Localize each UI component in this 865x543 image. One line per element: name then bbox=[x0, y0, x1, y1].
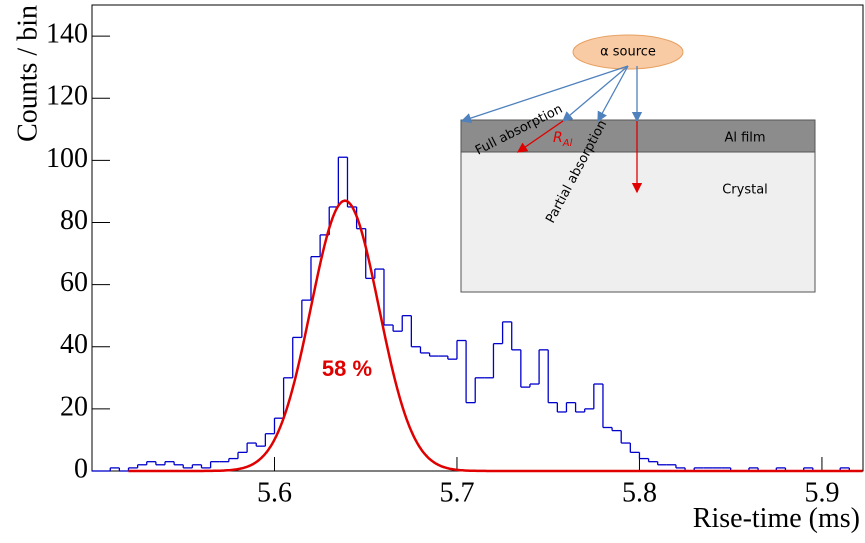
range-label: RAl bbox=[553, 130, 573, 149]
x-tick-label: 5.7 bbox=[439, 477, 474, 508]
y-tick-label: 100 bbox=[46, 143, 88, 174]
range-subscript: Al bbox=[562, 138, 573, 149]
crystal-label: Crystal bbox=[722, 183, 768, 198]
y-tick-label: 140 bbox=[46, 18, 88, 49]
x-tick-label: 5.6 bbox=[257, 477, 292, 508]
crystal-block bbox=[460, 151, 816, 293]
y-tick-label: 80 bbox=[60, 205, 88, 236]
fit-curve bbox=[128, 199, 863, 473]
film-label: Al film bbox=[724, 131, 765, 146]
y-tick-label: 20 bbox=[60, 391, 88, 422]
y-tick-label: 60 bbox=[60, 267, 88, 298]
y-tick-label: 40 bbox=[60, 329, 88, 360]
arrow bbox=[460, 65, 629, 124]
y-axis-label: Counts / bin bbox=[12, 5, 43, 142]
arrow bbox=[516, 120, 564, 153]
range-symbol: R bbox=[553, 130, 563, 146]
arrow bbox=[562, 65, 629, 122]
x-tick-label: 5.8 bbox=[622, 477, 657, 508]
x-axis-label: Rise-time (ms) bbox=[693, 503, 860, 534]
y-tick-label: 0 bbox=[74, 453, 88, 484]
y-tick-label: 120 bbox=[46, 81, 88, 112]
arrow bbox=[597, 65, 629, 123]
source-label: α source bbox=[600, 45, 656, 60]
x-tick-label: 5.9 bbox=[804, 477, 839, 508]
source-ellipse bbox=[572, 34, 684, 70]
annotation: 58 % bbox=[322, 356, 372, 381]
inset-diagram: Al film Crystal α source Full absorption… bbox=[460, 34, 816, 293]
